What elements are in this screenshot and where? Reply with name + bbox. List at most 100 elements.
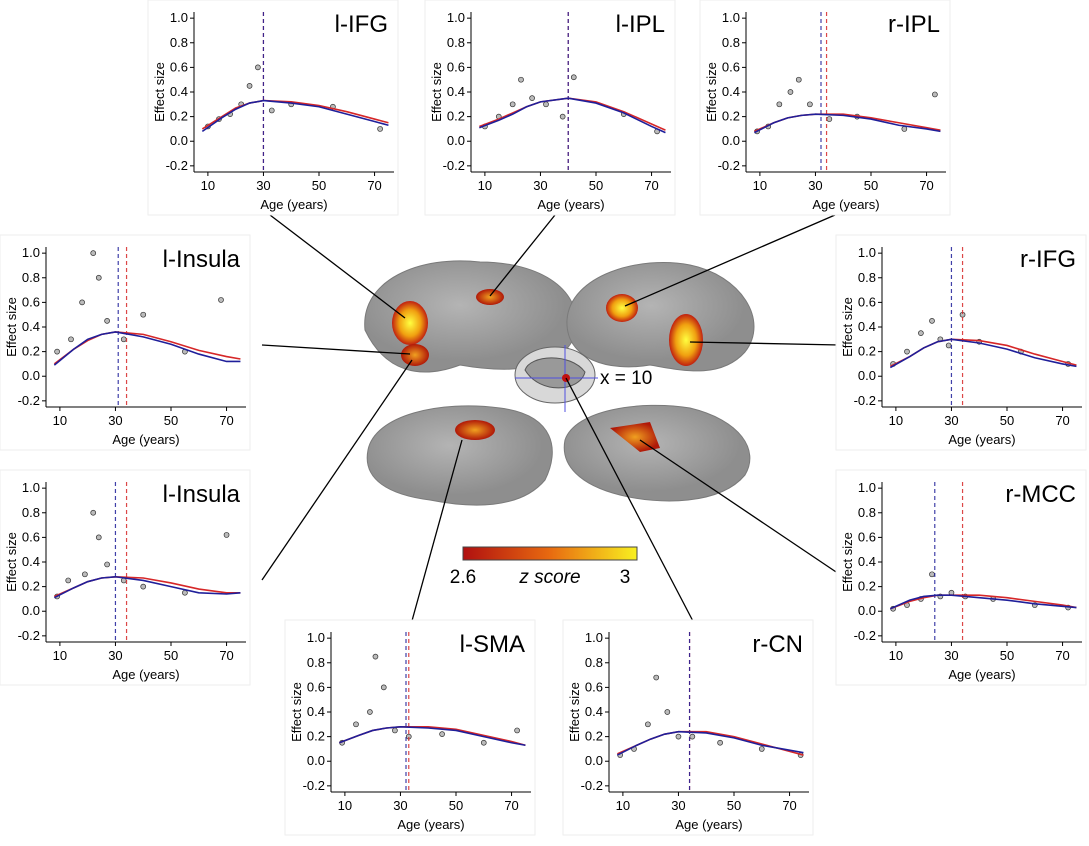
data-point [65, 577, 72, 584]
data-point [570, 74, 577, 81]
data-point [509, 101, 516, 108]
data-point [439, 731, 445, 738]
y-tick-label: 0.8 [447, 35, 465, 50]
chart-panel: -0.2 0.0 0.2 0.4 0.6 0.8 1.0 10 30 50 70 Age (years… [284, 619, 536, 836]
y-tick-label: 0.0 [307, 753, 325, 768]
y-tick-label: 0.8 [307, 655, 325, 670]
data-point [392, 727, 398, 734]
fit-curve [753, 113, 941, 134]
y-tick-label: 0.2 [170, 109, 188, 124]
data-point [918, 330, 924, 337]
data-point [664, 709, 671, 715]
y-tick-label: -0.2 [854, 393, 876, 408]
x-tick-label: 50 [164, 648, 178, 663]
colorbar-max: 3 [620, 567, 631, 588]
y-tick-label: 0.8 [858, 270, 876, 285]
data-point [514, 727, 520, 734]
y-axis-label: Effect size [152, 62, 167, 122]
data-point [904, 348, 910, 355]
data-point [758, 746, 765, 752]
chart-panel: -0.2 0.0 0.2 0.4 0.6 0.8 1.0 10 30 50 70 Age (years… [0, 234, 251, 451]
x-axis-label: Age (years) [537, 197, 604, 212]
y-tick-label: 0.6 [722, 59, 740, 74]
x-tick-label: 50 [1000, 648, 1014, 663]
x-tick-label: 10 [753, 178, 767, 193]
data-point [353, 721, 359, 728]
data-point [140, 311, 147, 318]
data-point [776, 101, 783, 108]
data-point [367, 709, 373, 715]
x-tick-label: 50 [164, 413, 178, 428]
data-point [377, 126, 383, 132]
y-tick-label: 0.2 [307, 729, 325, 744]
x-tick-label: 30 [393, 798, 407, 813]
x-tick-label: 50 [727, 798, 741, 813]
data-point [929, 317, 935, 324]
x-axis-label: Age (years) [812, 197, 879, 212]
data-point [182, 589, 188, 596]
y-tick-label: -0.2 [443, 158, 465, 173]
y-tick-label: 0.2 [858, 579, 876, 594]
y-tick-label: 0.0 [22, 368, 40, 383]
y-tick-label: 1.0 [722, 10, 740, 25]
brains [364, 260, 755, 506]
x-tick-label: 10 [201, 178, 215, 193]
y-tick-label: -0.2 [166, 158, 188, 173]
y-axis-label: Effect size [567, 682, 582, 742]
chart-panel: -0.2 0.0 0.2 0.4 0.6 0.8 1.0 10 30 50 70 Age (years… [562, 619, 814, 836]
x-tick-label: 30 [944, 648, 958, 663]
chart-panel: -0.2 0.0 0.2 0.4 0.6 0.8 1.0 10 30 50 70 Age (years… [835, 234, 1087, 451]
panel-background [0, 234, 251, 451]
y-tick-label: 1.0 [307, 630, 325, 645]
y-tick-label: 0.8 [22, 505, 40, 520]
y-axis-label: Effect size [429, 62, 444, 122]
y-axis-label: Effect size [4, 297, 19, 357]
x-tick-label: 50 [449, 798, 463, 813]
data-point [480, 739, 487, 746]
chart-panel: -0.2 0.0 0.2 0.4 0.6 0.8 1.0 10 30 50 70 Age (years… [147, 0, 399, 216]
y-tick-label: 0.6 [858, 294, 876, 309]
x-tick-label: 50 [1000, 413, 1014, 428]
fit-curve [616, 730, 804, 756]
y-tick-label: -0.2 [581, 778, 603, 793]
panel-background [424, 0, 676, 216]
fit-curve [890, 594, 1077, 610]
panel-background [835, 469, 1087, 686]
data-point [653, 674, 660, 681]
panel-background [835, 234, 1087, 451]
x-tick-label: 70 [919, 178, 933, 193]
y-tick-label: 0.8 [722, 35, 740, 50]
y-axis-label: Effect size [704, 62, 719, 122]
x-tick-label: 70 [367, 178, 381, 193]
y-tick-label: 0.4 [22, 554, 40, 569]
data-point [68, 336, 74, 343]
y-tick-label: -0.2 [854, 628, 876, 643]
y-tick-label: 0.6 [858, 529, 876, 544]
panel-background [147, 0, 399, 216]
y-tick-label: 0.4 [858, 319, 876, 334]
y-tick-label: 1.0 [170, 10, 188, 25]
x-axis-label: Age (years) [948, 432, 1015, 447]
x-tick-label: 50 [864, 178, 878, 193]
x-tick-label: 70 [1055, 648, 1069, 663]
data-point [689, 733, 696, 740]
panel-title: l-IFG [335, 11, 388, 38]
x-tick-label: 10 [889, 413, 903, 428]
y-tick-label: 0.0 [585, 753, 603, 768]
x-tick-label: 30 [256, 178, 270, 193]
y-tick-label: 1.0 [22, 480, 40, 495]
x-tick-label: 30 [944, 413, 958, 428]
y-tick-label: 0.0 [858, 368, 876, 383]
data-point [54, 348, 60, 355]
data-point [559, 113, 566, 120]
x-tick-label: 50 [589, 178, 603, 193]
x-axis-label: Age (years) [112, 432, 179, 447]
chart-panel: -0.2 0.0 0.2 0.4 0.6 0.8 1.0 10 30 50 70 Age (years… [424, 0, 676, 216]
y-tick-label: 0.0 [447, 133, 465, 148]
x-tick-label: 30 [808, 178, 822, 193]
fit-curve [53, 331, 241, 366]
data-point [104, 317, 110, 324]
data-point [255, 64, 261, 71]
y-tick-label: 0.8 [585, 655, 603, 670]
